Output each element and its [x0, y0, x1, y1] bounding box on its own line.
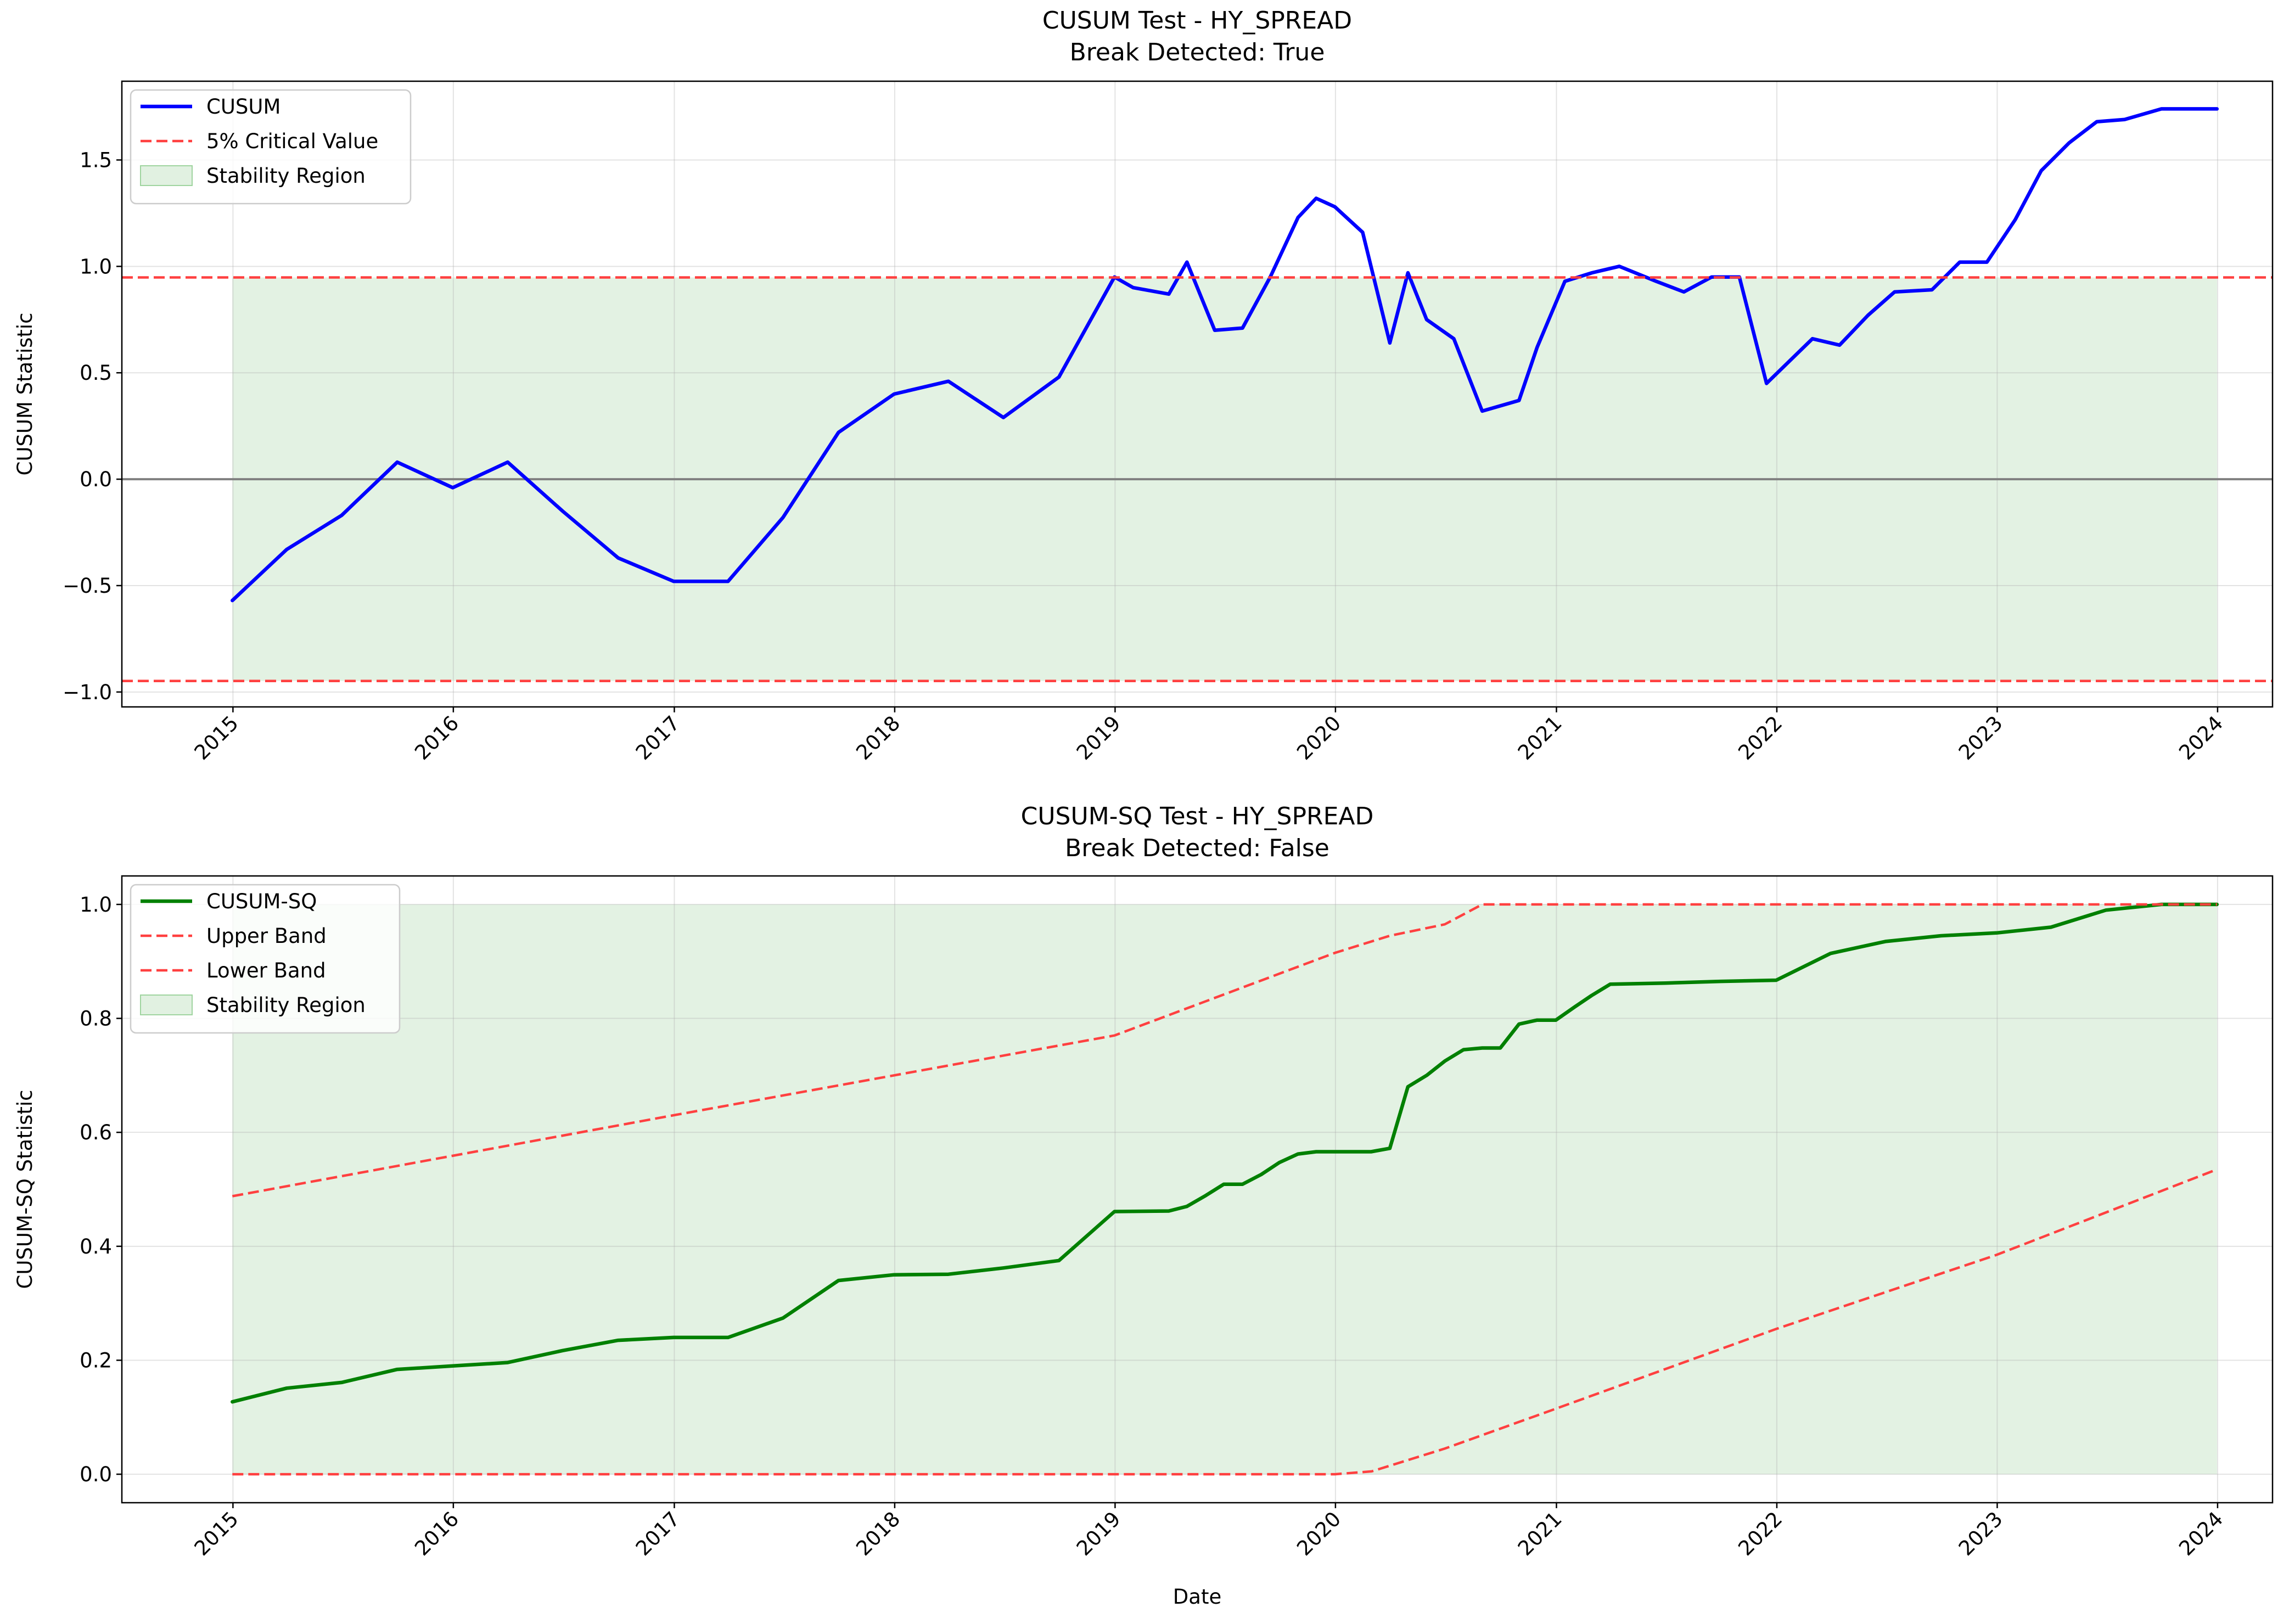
y-tick-label: −1.0 [63, 681, 112, 704]
chart-subtitle: Break Detected: True [1070, 38, 1325, 66]
series-line-cusum-sq [231, 902, 2219, 1404]
legend-label: 5% Critical Value [206, 130, 378, 153]
y-tick-label: 0.5 [80, 361, 112, 385]
series-line-lower-band [232, 1168, 2218, 1476]
y-tick-label: 1.0 [80, 255, 112, 278]
cusum-sq-panel: CUSUM-SQ Test - HY_SPREAD Break Detected:… [13, 802, 2274, 1609]
chart-subtitle: Break Detected: False [1065, 834, 1329, 862]
y-tick-label: 0.0 [80, 1463, 112, 1486]
legend-box [130, 884, 401, 1034]
y-tick-label: 0.4 [80, 1235, 112, 1258]
legend-label: CUSUM [206, 95, 280, 119]
legend-label: Stability Region [206, 993, 366, 1017]
legend-label: CUSUM-SQ [206, 890, 317, 913]
series-line-cusum [231, 107, 2219, 603]
cusum-panel: CUSUM Test - HY_SPREAD Break Detected: Tr… [13, 7, 2274, 765]
legend-box [130, 89, 412, 205]
y-tick-label: 1.0 [80, 893, 112, 917]
y-tick-label: 0.2 [80, 1348, 112, 1372]
chart-title: CUSUM Test - HY_SPREAD [1042, 7, 1352, 35]
y-tick-label: 0.0 [80, 468, 112, 491]
legend-label: Upper Band [206, 924, 327, 948]
y-axis-label: CUSUM Statistic [13, 312, 37, 475]
plot-frame [121, 80, 2274, 708]
legend: CUSUM-SQ Upper Band Lower Band Stability Re… [130, 884, 401, 1034]
y-axis-label: CUSUM-SQ Statistic [13, 1090, 37, 1289]
legend-label: Lower Band [206, 959, 326, 982]
y-tick-label: 0.6 [80, 1121, 112, 1144]
y-tick-label: −0.5 [63, 574, 112, 598]
stability-region [232, 904, 2217, 1475]
plot-frame [121, 875, 2274, 1504]
x-axis-label: Date [1173, 1585, 1221, 1609]
legend-label: Stability Region [206, 164, 366, 188]
series-line-upper-band [232, 903, 2217, 1198]
chart-title: CUSUM-SQ Test - HY_SPREAD [1021, 802, 1374, 830]
y-tick-label: 1.5 [80, 148, 112, 172]
legend-swatch [140, 994, 193, 1015]
legend: CUSUM 5% Critical Value Stability Region [130, 89, 412, 205]
legend-swatch [140, 165, 193, 186]
y-tick-label: 0.8 [80, 1007, 112, 1031]
